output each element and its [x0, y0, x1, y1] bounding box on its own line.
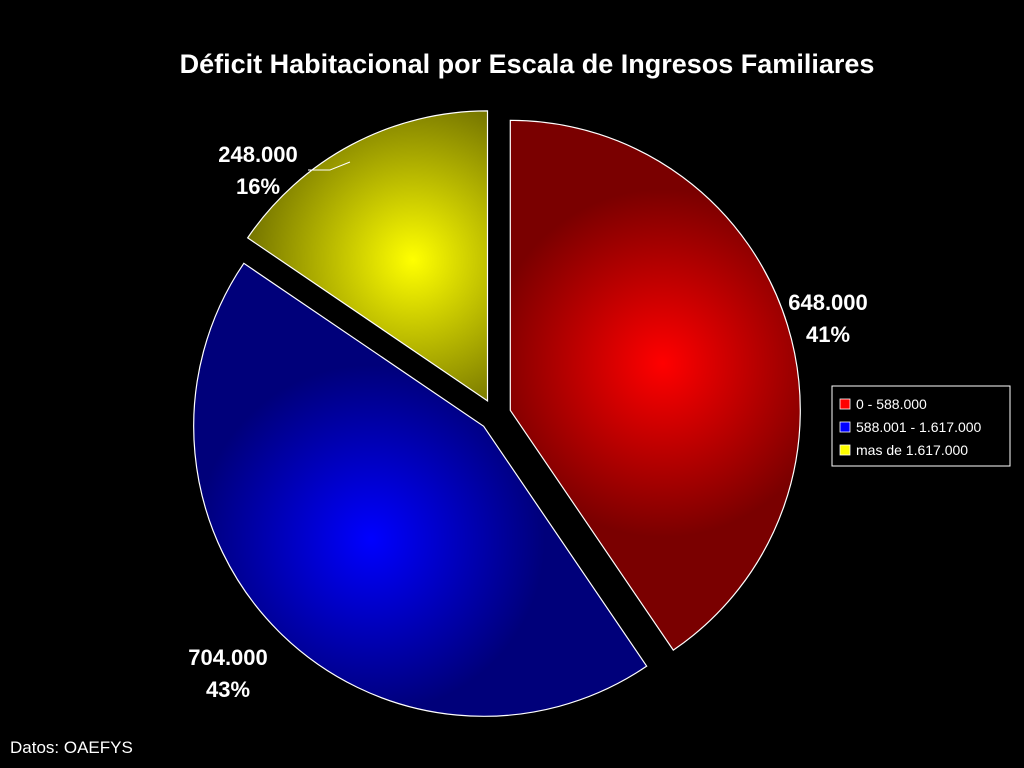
slice-mid-income: [193, 262, 648, 717]
value-label-2: 248.000: [218, 142, 298, 167]
value-label-0: 648.000: [788, 290, 868, 315]
legend: 0 - 588.000 588.001 - 1.617.000 mas de 1.6…: [831, 385, 1011, 467]
legend-label-1: 588.001 - 1.617.000: [856, 419, 982, 435]
slice-low-income: [509, 119, 801, 651]
legend-swatch-2: [839, 444, 851, 456]
percent-label-2: 16%: [236, 174, 280, 199]
chart-title: Déficit Habitacional por Escala de Ingre…: [180, 49, 875, 79]
percent-label-1: 43%: [206, 677, 250, 702]
legend-label-0: 0 - 588.000: [856, 396, 927, 412]
slice-high-income: [246, 110, 489, 402]
legend-swatch-0: [839, 398, 851, 410]
legend-label-2: mas de 1.617.000: [856, 442, 968, 458]
legend-box: [831, 385, 1011, 467]
value-label-1: 704.000: [188, 645, 268, 670]
legend-swatch-1: [839, 421, 851, 433]
percent-label-0: 41%: [806, 322, 850, 347]
leader-line: [308, 161, 351, 171]
source-note: Datos: OAEFYS: [10, 738, 133, 757]
